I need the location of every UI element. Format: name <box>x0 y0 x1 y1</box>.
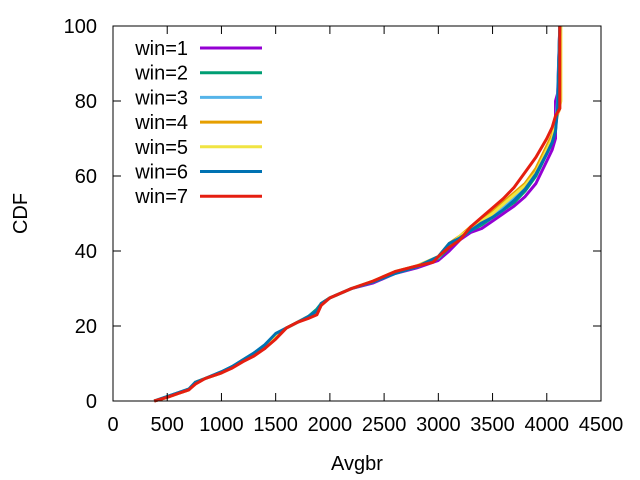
legend-label: win=6 <box>134 162 188 184</box>
y-tick-label: 40 <box>75 241 97 263</box>
x-tick-label: 3500 <box>470 414 515 436</box>
x-tick-label: 0 <box>107 414 118 436</box>
x-tick-label: 4500 <box>579 414 624 436</box>
plot-frame <box>112 25 602 402</box>
plot-lines <box>153 25 563 403</box>
x-tick-label: 2000 <box>308 414 353 436</box>
series-line-win=6 <box>153 25 562 403</box>
y-tick-label: 20 <box>75 316 97 338</box>
x-tick-label: 2500 <box>362 414 407 436</box>
y-tick-label: 0 <box>86 391 97 413</box>
axis-ticks <box>112 25 602 402</box>
series-line-win=7 <box>153 26 562 403</box>
legend-label: win=2 <box>134 63 188 85</box>
y-tick-label: 80 <box>75 91 97 113</box>
y-tick-label: 60 <box>75 166 97 188</box>
x-tick-label: 1500 <box>253 414 298 436</box>
y-axis-title: CDF <box>10 193 32 234</box>
legend-label: win=5 <box>134 137 188 159</box>
x-tick-label: 500 <box>151 414 184 436</box>
legend-label: win=3 <box>134 87 188 109</box>
x-tick-label: 1000 <box>199 414 244 436</box>
legend-label: win=4 <box>134 112 188 134</box>
legend-label: win=7 <box>134 186 188 208</box>
x-tick-label: 3000 <box>416 414 461 436</box>
axis-tick-labels: 0 500 1000 1500 2000 2500 3000 3500 4000 4500 0 20 4… <box>64 16 624 436</box>
x-axis-title: Avgbr <box>331 453 383 475</box>
y-tick-label: 100 <box>64 16 97 38</box>
x-tick-label: 4000 <box>525 414 570 436</box>
legend-label: win=1 <box>134 38 188 60</box>
